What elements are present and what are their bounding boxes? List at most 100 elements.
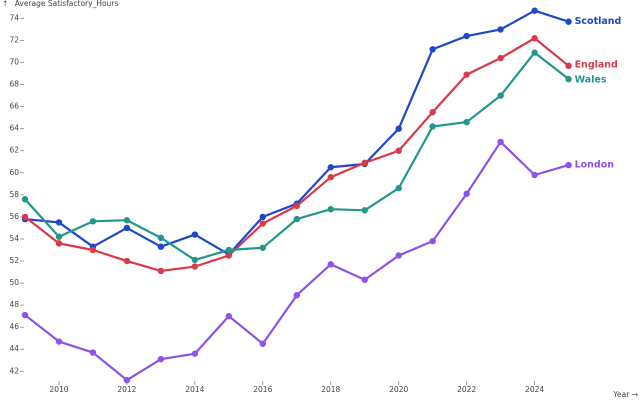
data-point bbox=[123, 224, 131, 232]
y-tick-label: 50 bbox=[9, 278, 19, 287]
series-england bbox=[21, 35, 572, 275]
data-point bbox=[565, 161, 572, 169]
data-point bbox=[463, 190, 470, 197]
x-axis-title-text: Year bbox=[612, 390, 630, 399]
x-tick-label: 2010 bbox=[49, 385, 68, 394]
y-axis-title: ↑ Average Satisfactory_Hours bbox=[2, 0, 118, 8]
data-point bbox=[55, 233, 63, 240]
series-layer bbox=[21, 7, 572, 384]
data-point bbox=[89, 349, 97, 356]
data-point bbox=[531, 35, 538, 42]
data-point bbox=[55, 338, 63, 345]
data-point bbox=[429, 237, 436, 245]
series-london bbox=[21, 138, 572, 384]
y-tick-label: 68 bbox=[9, 80, 19, 89]
y-tick-label: 54 bbox=[9, 234, 19, 243]
data-point bbox=[259, 213, 267, 221]
series-wales bbox=[21, 49, 572, 264]
y-tick-label: 70 bbox=[9, 58, 19, 67]
x-tick-label: 2020 bbox=[389, 385, 408, 394]
x-axis-title: Year → bbox=[612, 390, 638, 399]
data-point bbox=[429, 108, 436, 116]
y-tick-label: 58 bbox=[9, 190, 19, 199]
y-axis-title-marker: ↑ bbox=[2, 0, 8, 8]
series-label-england: England bbox=[575, 59, 618, 70]
data-point bbox=[259, 340, 267, 347]
data-point bbox=[327, 164, 334, 171]
y-tick-label: 66 bbox=[9, 102, 19, 111]
data-point bbox=[463, 118, 470, 126]
x-tick-label: 2018 bbox=[321, 385, 340, 394]
data-point bbox=[191, 256, 199, 264]
data-point bbox=[191, 263, 199, 270]
y-tick-label: 42 bbox=[9, 366, 19, 375]
data-point bbox=[191, 231, 199, 238]
series-labels: Scotland England Wales London bbox=[575, 16, 622, 170]
data-point bbox=[157, 355, 165, 363]
data-point bbox=[293, 215, 300, 223]
data-point bbox=[497, 54, 504, 62]
x-tick-label: 2022 bbox=[457, 385, 476, 394]
data-point bbox=[123, 257, 131, 265]
data-point bbox=[463, 71, 470, 78]
series-label-wales: Wales bbox=[575, 75, 607, 86]
data-point bbox=[21, 196, 29, 203]
data-point bbox=[531, 49, 538, 56]
y-axis-title-text: Average Satisfactory_Hours bbox=[15, 0, 119, 8]
data-point bbox=[327, 174, 334, 181]
y-tick-label: 60 bbox=[9, 168, 19, 177]
data-point bbox=[21, 213, 29, 221]
x-axis-title-marker: → bbox=[632, 390, 638, 399]
y-tick-label: 62 bbox=[9, 146, 19, 155]
data-point bbox=[225, 252, 233, 259]
data-point bbox=[361, 276, 368, 283]
data-point bbox=[259, 220, 267, 227]
data-point bbox=[497, 92, 504, 99]
data-point bbox=[55, 240, 63, 247]
data-point bbox=[55, 219, 63, 226]
x-tick-label: 2024 bbox=[525, 385, 544, 394]
series-label-london: London bbox=[575, 160, 615, 171]
data-point bbox=[225, 246, 233, 254]
data-point bbox=[157, 234, 165, 242]
data-point bbox=[395, 125, 402, 132]
data-point bbox=[497, 138, 504, 146]
data-point bbox=[531, 7, 538, 14]
series-label-scotland: Scotland bbox=[575, 16, 622, 27]
data-point bbox=[157, 267, 165, 275]
data-point bbox=[361, 207, 368, 214]
data-point bbox=[259, 244, 267, 251]
series-line-england bbox=[23, 37, 570, 273]
y-tick-label: 48 bbox=[9, 300, 19, 309]
data-point bbox=[565, 62, 572, 70]
data-point bbox=[123, 376, 131, 384]
y-tick-label: 64 bbox=[9, 124, 19, 133]
data-point bbox=[565, 75, 572, 83]
data-point bbox=[191, 350, 199, 357]
series-line-wales bbox=[23, 51, 570, 262]
y-tick-label: 44 bbox=[9, 344, 19, 353]
data-point bbox=[327, 205, 334, 213]
axes: 42 44 46 48 50 52 54 56 58 60 62 64 66 68 70 72 74 2010 20… bbox=[9, 13, 544, 394]
y-tick-label: 72 bbox=[9, 35, 19, 44]
x-tick-label: 2012 bbox=[117, 385, 136, 394]
data-point bbox=[429, 123, 436, 130]
data-point bbox=[565, 18, 572, 25]
data-point bbox=[497, 26, 504, 33]
data-point bbox=[89, 218, 97, 225]
data-point bbox=[293, 202, 300, 210]
y-tick-label: 52 bbox=[9, 256, 19, 265]
y-tick-label: 74 bbox=[9, 13, 19, 22]
data-point bbox=[123, 217, 131, 224]
data-point bbox=[293, 292, 300, 299]
data-point bbox=[21, 311, 29, 319]
y-tick-label: 56 bbox=[9, 212, 19, 221]
data-point bbox=[395, 185, 402, 192]
data-point bbox=[225, 312, 233, 320]
data-point bbox=[327, 261, 334, 268]
data-point bbox=[531, 171, 538, 179]
data-point bbox=[157, 243, 165, 250]
data-point bbox=[395, 252, 402, 259]
